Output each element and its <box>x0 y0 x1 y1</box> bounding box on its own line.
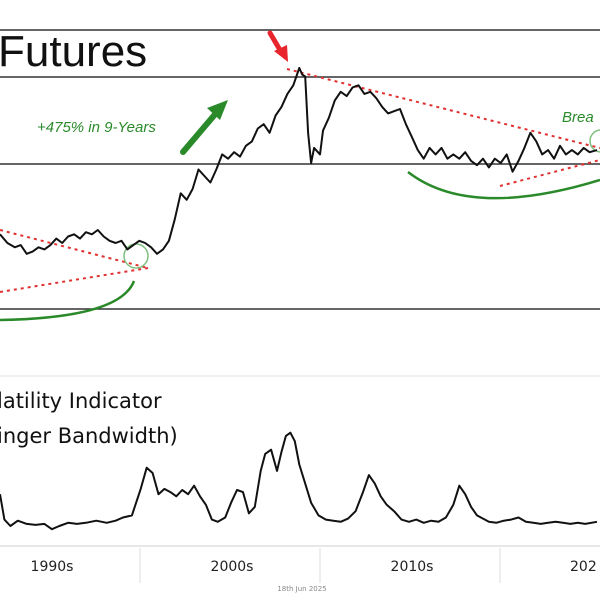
price-series-line <box>0 67 598 255</box>
trendline-lower-left <box>0 267 149 293</box>
trendline-top-right <box>286 68 600 149</box>
base-arc-left <box>0 280 136 322</box>
red-down-arrow-icon <box>267 30 288 62</box>
chart-title: Futures <box>0 27 147 76</box>
indicator-subtitle: inger Bandwidth) <box>0 424 178 448</box>
green-up-arrow-icon <box>180 100 228 155</box>
breakout-annotation: Brea <box>562 109 594 126</box>
gain-annotation: +475% in 9-Years <box>37 119 156 136</box>
base-arc-right <box>407 171 600 200</box>
date-credit: 18th Jun 2025 <box>277 585 326 593</box>
indicator-title: latility Indicator <box>0 389 162 413</box>
x-tick-label: 2010s <box>391 559 434 575</box>
x-tick-label: 2000s <box>211 559 254 575</box>
trendline-bottom-right <box>499 159 600 187</box>
x-tick-label: 202 <box>570 559 597 575</box>
volatility-series-line <box>0 431 598 531</box>
breakout-circle-right <box>589 129 600 153</box>
x-tick-label: 1990s <box>31 559 74 575</box>
trendline-upper-left <box>0 229 149 269</box>
